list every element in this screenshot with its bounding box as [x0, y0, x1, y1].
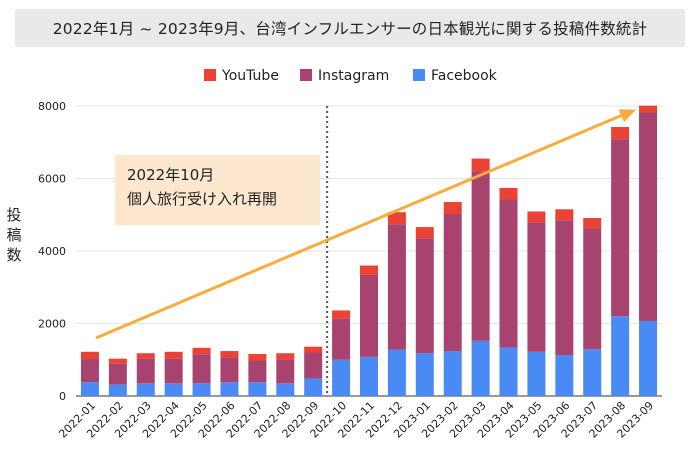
bar-segment-youtube	[248, 353, 267, 361]
legend-label-facebook: Facebook	[431, 68, 498, 84]
y-axis-label: 投稿数	[6, 206, 21, 264]
bar-segment-instagram	[80, 359, 99, 383]
bar-segment-youtube	[583, 218, 602, 229]
bar-segment-facebook	[583, 349, 602, 396]
chart-title: 2022年1月 ~ 2023年9月、台湾インフルエンサーの日本観光に関する投稿件…	[15, 9, 685, 47]
bar-segment-facebook	[639, 320, 658, 396]
bar-segment-instagram	[499, 199, 518, 348]
bar-segment-facebook	[248, 382, 267, 396]
bar-segment-facebook	[387, 349, 406, 396]
bar-segment-facebook	[192, 383, 211, 396]
bar-segment-youtube	[471, 158, 490, 172]
bar-segment-instagram	[164, 358, 183, 384]
bar-segment-youtube	[360, 265, 378, 275]
bar-segment-facebook	[443, 351, 462, 396]
legend-label-youtube: YouTube	[221, 68, 279, 84]
bar-segment-instagram	[415, 238, 434, 354]
trend-arrow-head	[618, 109, 637, 123]
bar-segment-youtube	[192, 347, 211, 355]
legend-label-instagram: Instagram	[318, 68, 389, 84]
y-tick-label: 8000	[38, 100, 66, 113]
bar-segment-youtube	[220, 351, 239, 358]
bar-segment-instagram	[443, 214, 462, 352]
bar-segment-youtube	[499, 187, 518, 200]
x-tick-labels: 2022-012022-022022-032022-042022-052022-…	[56, 399, 656, 441]
bar-segment-facebook	[108, 384, 127, 396]
bar-segment-instagram	[220, 357, 239, 383]
bar-segment-youtube	[80, 351, 99, 360]
legend-swatch-youtube	[204, 69, 216, 81]
bar-segment-instagram	[555, 220, 574, 356]
bar-segment-instagram	[332, 318, 351, 360]
bar-segment-facebook	[415, 353, 434, 396]
y-tick-label: 0	[59, 390, 66, 403]
y-tick-labels: 0 2000 4000 6000 8000	[38, 100, 66, 403]
bar-segment-instagram	[471, 171, 490, 341]
bar-segment-instagram	[360, 274, 378, 357]
bar-segment-facebook	[136, 383, 155, 396]
bar-segment-facebook	[527, 351, 546, 396]
bar-segment-youtube	[611, 127, 630, 140]
bar-segment-instagram	[248, 360, 267, 383]
bar-segment-facebook	[304, 378, 323, 396]
bar-segment-facebook	[360, 356, 378, 396]
bar-segment-facebook	[164, 383, 183, 396]
bar-segment-facebook	[471, 340, 490, 396]
bar-segment-instagram	[611, 139, 630, 317]
bar-segment-youtube	[387, 212, 406, 225]
bar-segment-youtube	[639, 105, 658, 113]
bar-segment-instagram	[276, 359, 295, 384]
bar-segment-instagram	[192, 354, 211, 384]
bars	[80, 105, 658, 396]
bar-segment-youtube	[527, 211, 546, 223]
bar-segment-instagram	[304, 352, 323, 379]
bar-segment-facebook	[332, 359, 351, 396]
y-tick-label: 2000	[38, 318, 66, 331]
y-tick-label: 4000	[38, 245, 66, 258]
bar-segment-instagram	[527, 222, 546, 352]
bar-segment-instagram	[136, 358, 155, 384]
bar-segment-instagram	[639, 112, 658, 321]
legend-swatch-instagram	[300, 69, 312, 81]
bar-segment-instagram	[583, 228, 602, 350]
bar-segment-instagram	[108, 363, 127, 385]
bar-segment-youtube	[443, 202, 462, 215]
bar-segment-facebook	[555, 355, 574, 396]
bar-segment-facebook	[276, 383, 295, 396]
bar-segment-youtube	[276, 353, 295, 360]
y-tick-label: 6000	[38, 173, 66, 186]
bar-segment-facebook	[220, 382, 239, 396]
bar-segment-facebook	[611, 316, 630, 396]
legend: YouTube Instagram Facebook	[204, 68, 498, 84]
annotation-line-1: 2022年10月	[127, 166, 215, 184]
bar-segment-youtube	[332, 310, 351, 319]
bar-segment-youtube	[136, 353, 155, 359]
bar-segment-youtube	[304, 346, 323, 353]
annotation-box: 2022年10月 個人旅行受け入れ再開	[115, 155, 320, 225]
bar-segment-youtube	[555, 209, 574, 221]
bar-segment-youtube	[164, 351, 183, 359]
bar-segment-facebook	[80, 382, 99, 396]
bar-segment-youtube	[415, 227, 434, 239]
trend-arrow	[95, 109, 637, 340]
bar-segment-youtube	[108, 358, 127, 364]
trend-arrow-shaft	[95, 111, 629, 340]
legend-swatch-facebook	[413, 69, 425, 81]
bar-segment-instagram	[387, 224, 406, 350]
annotation-line-2: 個人旅行受け入れ再開	[127, 190, 278, 208]
bar-segment-facebook	[499, 347, 518, 396]
